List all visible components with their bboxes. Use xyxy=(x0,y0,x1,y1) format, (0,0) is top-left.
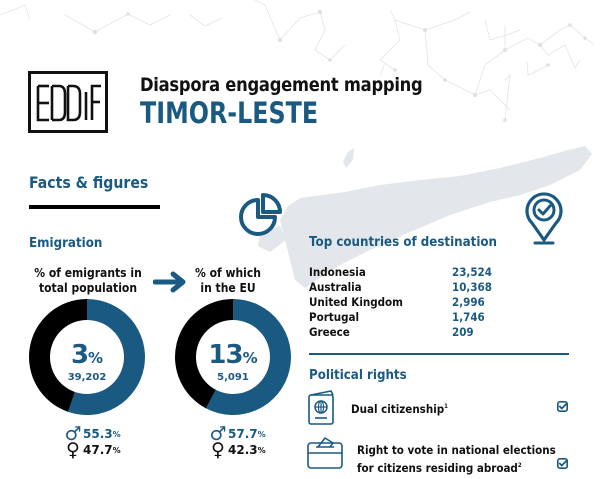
donut-chart-2: 13% 5,091 xyxy=(174,298,292,416)
chart-2-title-line-1: % of which xyxy=(195,266,261,280)
chart-1-center-number: 3 xyxy=(70,340,89,370)
passport-icon xyxy=(308,390,334,425)
chart-1-title-line-2: total population xyxy=(38,281,138,295)
chart-1-female-value: 47.7 xyxy=(83,443,113,457)
political-rights-title: Political rights xyxy=(309,367,407,383)
donut-chart-1: 3% 39,202 xyxy=(28,298,146,416)
page-subtitle: Diaspora engagement mapping xyxy=(140,74,423,96)
chart-1-female-unit: % xyxy=(112,445,121,455)
pie-chart-icon xyxy=(239,193,282,236)
chart-1-legend-female: ♀ 47.7% xyxy=(63,439,121,461)
table-row: Portugal 1,746 xyxy=(309,310,496,325)
chart-2-center-number: 13 xyxy=(208,340,243,370)
donut-slice-female xyxy=(28,299,87,412)
country-name: Portugal xyxy=(309,310,360,324)
female-icon: ♀ xyxy=(211,439,225,461)
country-title: TIMOR-LESTE xyxy=(140,96,319,130)
country-value: 10,368 xyxy=(452,280,492,294)
footnote-marker: 1 xyxy=(444,403,448,410)
vote-abroad-label-line-2: for citizens residing abroad xyxy=(357,461,518,475)
chart-2-female-unit: % xyxy=(257,445,266,455)
donut-chart-2-svg xyxy=(175,299,291,415)
network-background-pattern xyxy=(0,0,594,122)
chart-2-title-line-2: in the EU xyxy=(200,281,256,295)
chart-1-legend-male: ♂ 55.3% xyxy=(63,423,121,445)
destinations-table: Indonesia 23,524 Australia 10,368 United… xyxy=(309,265,496,340)
destinations-title: Top countries of destination xyxy=(309,234,498,250)
chart-1-legend: ♂ 55.3% ♀ 47.7% xyxy=(63,423,121,461)
checkbox-checked-icon xyxy=(557,458,568,469)
female-icon: ♀ xyxy=(66,439,80,461)
chart-2-female-value: 42.3 xyxy=(228,443,258,457)
donut-chart-1-svg xyxy=(28,299,145,415)
chart-1-center-unit: % xyxy=(88,349,104,367)
checkbox-checked-icon xyxy=(557,401,568,412)
donut-slice-male xyxy=(206,299,291,415)
country-value: 1,746 xyxy=(452,310,485,324)
eudif-logo-mark xyxy=(36,84,101,122)
table-row: Greece 209 xyxy=(309,325,496,340)
male-icon: ♂ xyxy=(209,423,227,445)
donut-slice-female xyxy=(175,299,233,409)
chart-2-legend: ♂ 57.7% ♀ 42.3% xyxy=(208,423,266,461)
chart-2-center-value: 13% xyxy=(174,340,292,370)
country-value: 2,996 xyxy=(452,295,485,309)
male-icon: ♂ xyxy=(64,423,82,445)
chart-2-male-value: 57.7 xyxy=(228,427,258,441)
facts-section-title: Facts & figures xyxy=(29,173,149,192)
eudif-logo xyxy=(28,71,108,133)
table-row: Indonesia 23,524 xyxy=(309,265,496,280)
country-name: Indonesia xyxy=(309,265,366,279)
chart-1-center-value: 3% xyxy=(28,340,146,370)
table-row: United Kingdom 2,996 xyxy=(309,295,496,310)
chart-1-title: % of emigrants in total population xyxy=(25,266,151,296)
emigration-title: Emigration xyxy=(29,235,103,251)
chart-2-center-count: 5,091 xyxy=(217,372,249,383)
political-divider xyxy=(309,353,569,355)
chart-1-male-value: 55.3 xyxy=(83,427,113,441)
political-item-dual-citizenship: Dual citizenship1 xyxy=(351,399,448,417)
chart-2-title: % of which in the EU xyxy=(165,266,291,296)
location-check-icon xyxy=(525,192,563,245)
section-divider xyxy=(29,205,160,209)
footnote-marker: 2 xyxy=(517,462,522,469)
donut-slice-male xyxy=(68,299,145,415)
ballot-box-icon xyxy=(307,437,343,469)
chart-2-male-unit: % xyxy=(257,429,266,439)
chart-2-legend-female: ♀ 42.3% xyxy=(208,439,266,461)
chart-1-title-line-1: % of emigrants in xyxy=(34,266,142,280)
country-name: Australia xyxy=(309,280,362,294)
table-row: Australia 10,368 xyxy=(309,280,496,295)
country-name: Greece xyxy=(309,325,350,339)
vote-abroad-label-line-1: Right to vote in national elections xyxy=(357,443,556,457)
country-name: United Kingdom xyxy=(309,295,403,309)
chart-1-center-count: 39,202 xyxy=(67,372,107,383)
chart-2-legend-male: ♂ 57.7% xyxy=(208,423,266,445)
dual-citizenship-label: Dual citizenship xyxy=(351,402,445,416)
chart-1-male-unit: % xyxy=(112,429,121,439)
arrow-right-icon xyxy=(153,271,186,293)
political-item-vote-abroad: Right to vote in national elections for … xyxy=(357,443,556,476)
country-value: 209 xyxy=(452,325,474,339)
chart-2-center-unit: % xyxy=(242,349,258,367)
country-value: 23,524 xyxy=(452,265,492,279)
